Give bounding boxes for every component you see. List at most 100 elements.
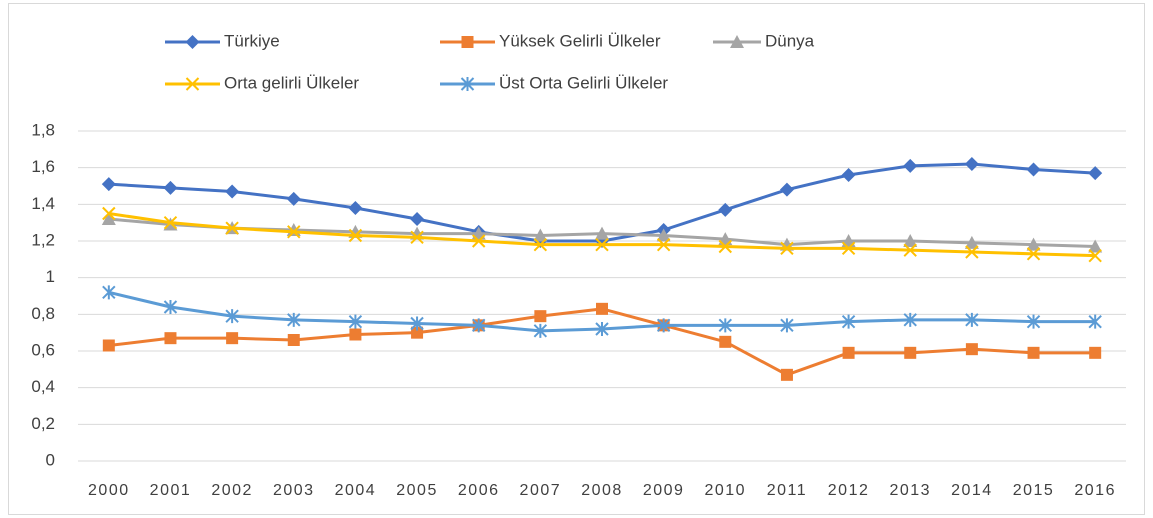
legend-marker bbox=[460, 77, 475, 91]
marker bbox=[286, 191, 301, 206]
marker bbox=[780, 241, 794, 256]
x-tick-label: 2005 bbox=[396, 482, 438, 499]
marker bbox=[163, 215, 178, 230]
marker bbox=[964, 235, 979, 249]
marker bbox=[102, 339, 115, 352]
marker bbox=[287, 334, 300, 346]
marker bbox=[225, 309, 239, 324]
marker bbox=[164, 332, 177, 345]
marker bbox=[1088, 239, 1103, 253]
marker bbox=[287, 225, 301, 239]
marker bbox=[163, 180, 178, 195]
marker bbox=[965, 343, 978, 356]
marker bbox=[410, 230, 424, 245]
marker bbox=[410, 316, 424, 331]
legend-label: Yüksek Gelirli Ülkeler bbox=[499, 31, 661, 50]
x-tick-label: 2001 bbox=[150, 482, 192, 499]
x-tick-label: 2009 bbox=[643, 482, 685, 499]
y-tick-label: 1,8 bbox=[31, 120, 55, 139]
marker bbox=[411, 326, 424, 339]
marker bbox=[842, 346, 855, 359]
y-tick-label: 1 bbox=[46, 267, 55, 286]
marker bbox=[718, 202, 733, 217]
y-tick-label: 0,8 bbox=[31, 304, 55, 323]
marker bbox=[533, 323, 548, 338]
y-tick-label: 1,6 bbox=[31, 157, 55, 176]
marker bbox=[1027, 346, 1040, 359]
marker bbox=[163, 300, 178, 314]
marker bbox=[348, 314, 363, 329]
marker bbox=[349, 328, 362, 341]
x-tick-label: 2000 bbox=[88, 482, 130, 499]
marker bbox=[471, 234, 486, 248]
x-tick-label: 2015 bbox=[1013, 482, 1055, 499]
y-tick-label: 0,6 bbox=[31, 340, 55, 359]
x-tick-label: 2004 bbox=[335, 482, 377, 499]
legend-label: Türkiye bbox=[224, 31, 280, 50]
legend-marker bbox=[185, 77, 200, 91]
marker bbox=[780, 318, 794, 333]
marker bbox=[533, 237, 548, 252]
x-tick-label: 2012 bbox=[828, 482, 870, 499]
marker bbox=[964, 157, 979, 171]
marker bbox=[1026, 162, 1041, 177]
marker bbox=[719, 335, 732, 348]
y-tick-label: 0,2 bbox=[31, 414, 55, 433]
marker bbox=[595, 226, 609, 240]
x-tick-label: 2011 bbox=[767, 482, 807, 499]
marker bbox=[410, 212, 425, 226]
marker bbox=[287, 312, 301, 327]
marker bbox=[101, 212, 116, 225]
legend-label: Üst Orta Gelirli Ülkeler bbox=[499, 73, 668, 92]
x-tick-label: 2002 bbox=[211, 482, 253, 499]
x-tick-label: 2016 bbox=[1074, 482, 1116, 499]
marker bbox=[1026, 314, 1041, 329]
marker bbox=[903, 243, 917, 257]
marker bbox=[965, 312, 979, 327]
x-tick-label: 2008 bbox=[581, 482, 623, 499]
legend-marker bbox=[461, 36, 474, 48]
x-tick-label: 2007 bbox=[520, 482, 562, 499]
x-tick-label: 2013 bbox=[889, 482, 931, 499]
legend-label: Orta gelirli Ülkeler bbox=[224, 73, 359, 92]
legend-marker bbox=[185, 35, 200, 49]
marker bbox=[1026, 247, 1041, 261]
marker bbox=[533, 228, 548, 242]
marker bbox=[656, 237, 671, 252]
marker bbox=[903, 234, 918, 247]
marker bbox=[226, 332, 239, 345]
marker bbox=[841, 314, 856, 329]
marker bbox=[596, 302, 608, 315]
marker bbox=[225, 184, 240, 199]
marker bbox=[101, 177, 116, 192]
legend-marker bbox=[730, 35, 744, 48]
marker bbox=[595, 322, 609, 336]
y-tick-label: 1,4 bbox=[31, 194, 55, 213]
x-tick-label: 2003 bbox=[273, 482, 315, 499]
marker bbox=[718, 318, 733, 333]
marker bbox=[903, 312, 917, 327]
marker bbox=[841, 168, 856, 182]
y-tick-label: 0,4 bbox=[31, 377, 55, 396]
marker bbox=[471, 318, 486, 333]
y-tick-label: 1,2 bbox=[31, 230, 55, 249]
marker bbox=[904, 346, 917, 359]
y-tick-label: 0 bbox=[46, 450, 55, 469]
marker bbox=[225, 221, 239, 235]
marker bbox=[1088, 248, 1102, 263]
legend-label: Dünya bbox=[765, 31, 815, 50]
marker bbox=[718, 239, 733, 254]
marker bbox=[656, 228, 671, 242]
marker bbox=[779, 182, 794, 197]
marker bbox=[965, 245, 979, 259]
marker bbox=[1088, 314, 1102, 329]
marker bbox=[348, 228, 363, 243]
marker bbox=[595, 237, 609, 252]
marker bbox=[348, 201, 363, 215]
marker bbox=[780, 368, 793, 381]
marker bbox=[841, 241, 856, 256]
x-tick-label: 2010 bbox=[704, 482, 746, 499]
x-tick-label: 2014 bbox=[951, 482, 993, 499]
marker bbox=[102, 285, 116, 300]
